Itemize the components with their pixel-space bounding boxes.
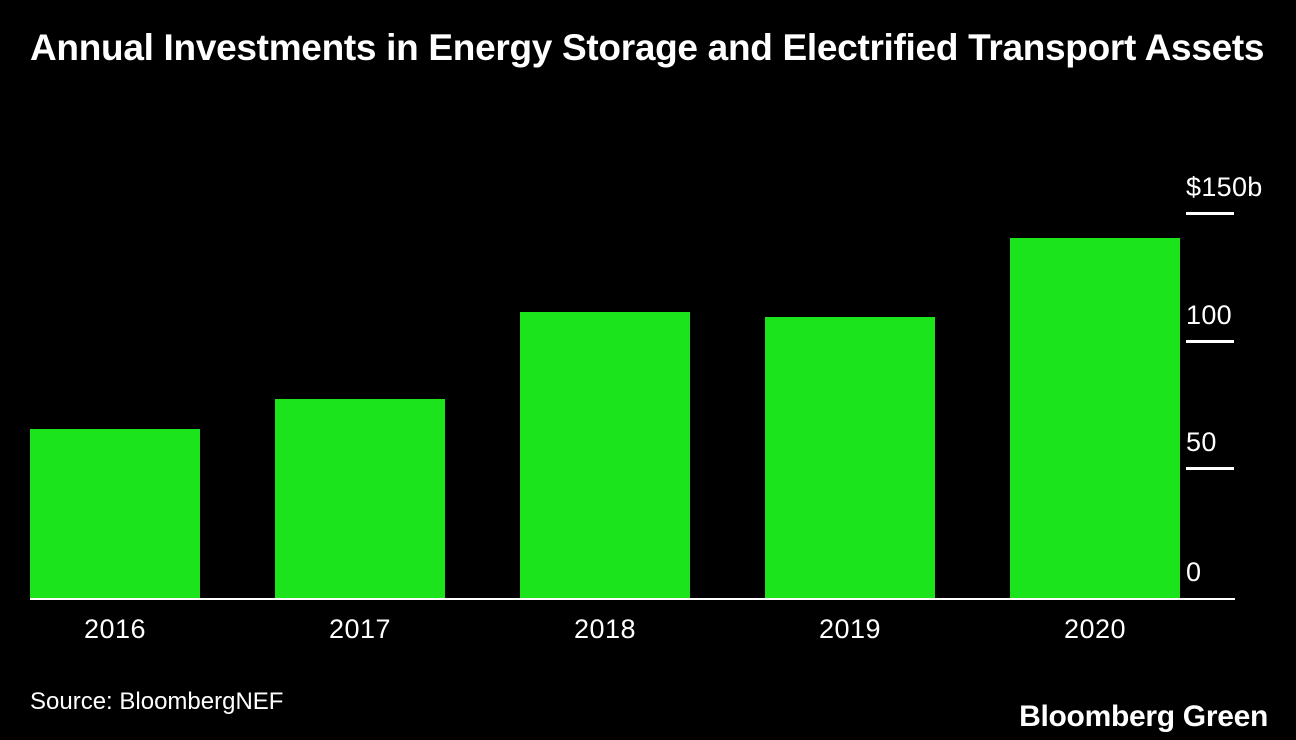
bar-2019 <box>765 317 935 598</box>
x-axis-line <box>30 598 1235 600</box>
chart-title: Annual Investments in Energy Storage and… <box>30 27 1265 68</box>
y-tick-mark <box>1186 212 1234 215</box>
bar-2018 <box>520 312 690 598</box>
chart-area: $150b 100 50 0 <box>30 172 1266 600</box>
y-tick-50: 50 <box>1186 427 1234 471</box>
x-tick-label-2017: 2017 <box>328 614 392 644</box>
y-tick-100: 100 <box>1186 300 1234 343</box>
y-tick-mark <box>1186 339 1234 343</box>
bar-2020 <box>1010 237 1180 598</box>
y-tick-label: 0 <box>1186 557 1202 587</box>
y-tick-label: $150b <box>1186 172 1263 202</box>
bars <box>30 215 1180 598</box>
y-tick-150: $150b <box>1186 172 1263 215</box>
y-tick-mark <box>1186 467 1234 471</box>
x-tick-label-2019: 2019 <box>818 614 882 644</box>
x-labels: 2016 2017 2018 2019 2020 <box>30 614 1180 645</box>
y-tick-0: 0 <box>1186 557 1201 598</box>
source-note: Source: BloombergNEF <box>30 688 284 715</box>
y-tick-label: 100 <box>1186 299 1232 330</box>
x-tick-label-2016: 2016 <box>83 614 147 644</box>
bar-2017 <box>275 398 445 598</box>
bloomberg-green-logo: Bloomberg Green <box>1019 700 1268 733</box>
y-axis: $150b 100 50 0 <box>1186 172 1266 598</box>
y-tick-label: 50 <box>1186 427 1217 458</box>
x-tick-label-2020: 2020 <box>1063 614 1127 644</box>
bar-2016 <box>30 429 200 598</box>
x-tick-label-2018: 2018 <box>573 614 637 644</box>
